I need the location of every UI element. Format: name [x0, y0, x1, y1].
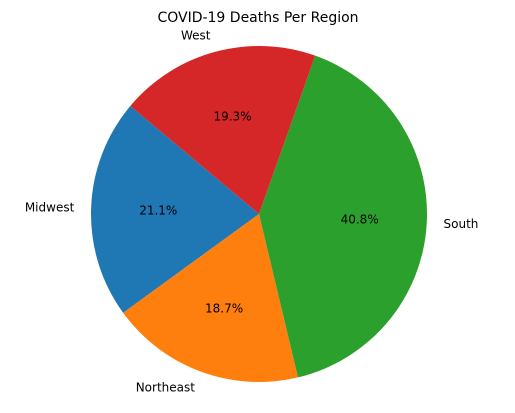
pie-category-label-west: West: [181, 29, 211, 43]
chart-title: COVID-19 Deaths Per Region: [157, 10, 358, 26]
pie-category-label-midwest: Midwest: [25, 201, 75, 215]
pie-percent-label-south: 40.8%: [341, 212, 379, 226]
pie-slice-midwest: [91, 106, 259, 313]
pie-slice-south: [259, 55, 428, 378]
pie-slice-west: [130, 45, 316, 214]
pie-percent-label-west: 19.3%: [213, 110, 251, 124]
pie-slice-northeast: [123, 214, 299, 382]
pie-category-label-northeast: Northeast: [136, 380, 196, 394]
pie-percent-label-northeast: 18.7%: [205, 302, 243, 316]
pie-labels: 21.1% Midwest 18.7% Northeast 40.8% South 19.3…: [25, 29, 479, 395]
pie-slices: [91, 45, 428, 382]
pie-percent-label-midwest: 21.1%: [139, 204, 177, 218]
pie-category-label-south: South: [444, 217, 479, 231]
